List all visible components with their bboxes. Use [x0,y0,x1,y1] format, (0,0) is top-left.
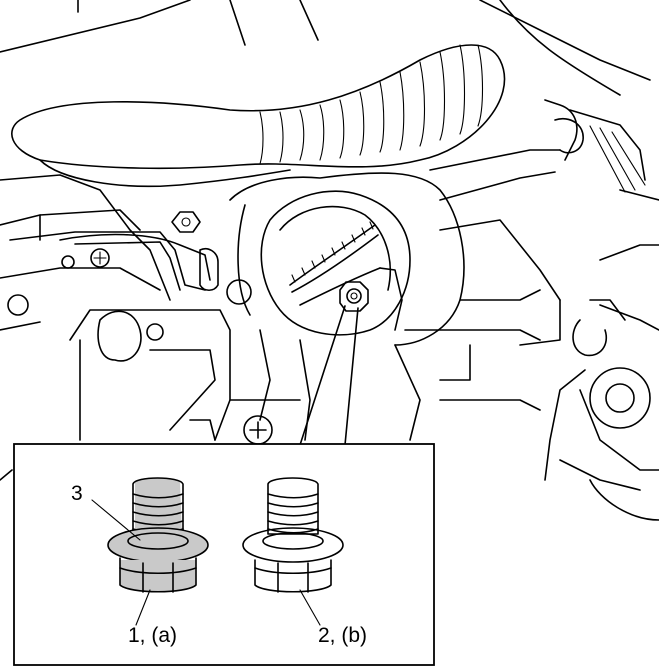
detail-leader-lines [299,305,359,446]
callout-2b: 2, (b) [318,624,367,647]
callout-3: 3 [71,482,83,505]
detail-inset-box [13,443,435,666]
bolt-with-washer-icon [107,477,209,593]
callout-leaders [91,499,321,626]
callout-1a: 1, (a) [128,624,177,647]
engine-background-linework [0,0,659,521]
flange-bolt-icon [242,477,344,593]
